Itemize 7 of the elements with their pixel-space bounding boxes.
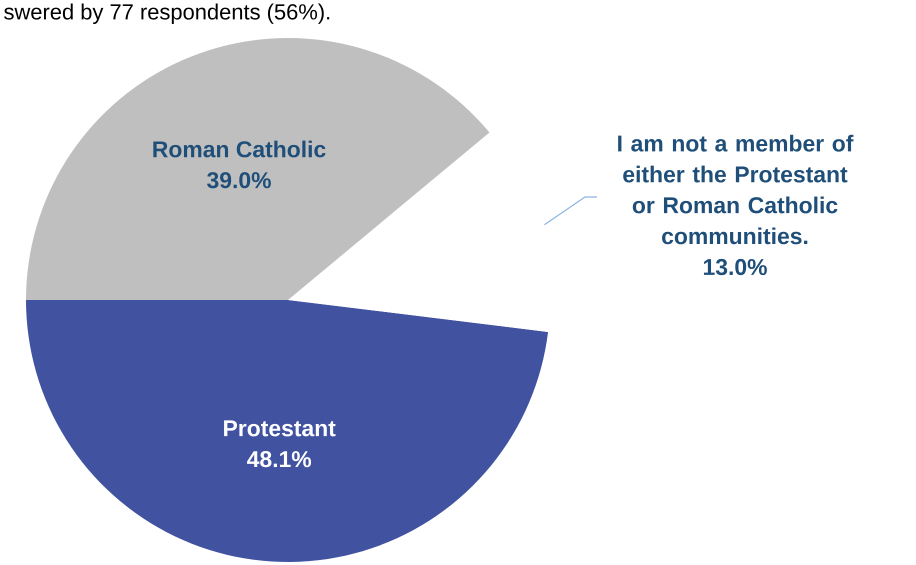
data-label: 39.0% — [207, 172, 271, 188]
data-label: 48.1% — [247, 451, 312, 468]
slice-label: Roman Catholic — [153, 140, 326, 158]
slice-label: I am not a member of either the Protestant or Roman Catholic communities. — [618, 134, 854, 244]
slice-label: Protestant — [224, 420, 336, 436]
data-label: 13.0% — [704, 258, 767, 276]
chart-subtitle: swered by 77 respondents (56%). — [4, 4, 330, 24]
